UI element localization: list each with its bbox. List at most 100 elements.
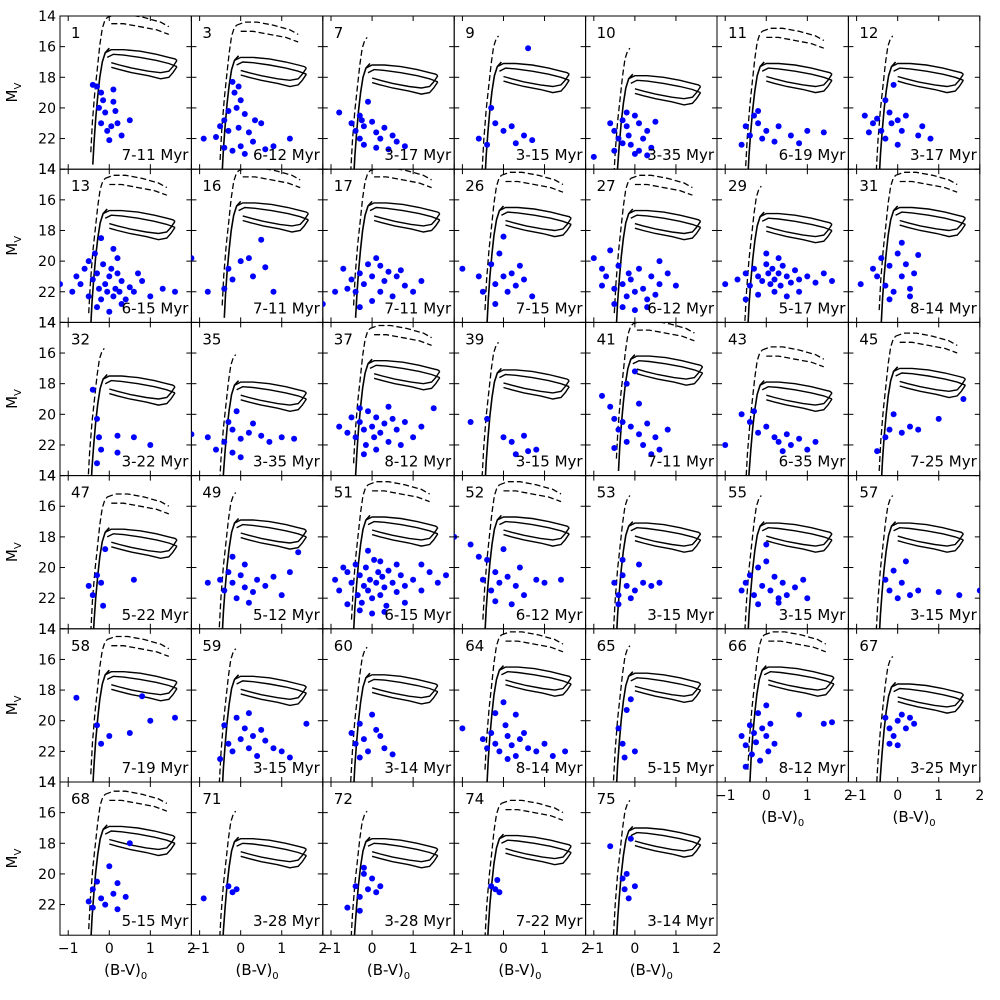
solid-isochrone-loop bbox=[236, 61, 307, 75]
star-point bbox=[640, 135, 647, 142]
star-point bbox=[488, 587, 495, 594]
star-point bbox=[738, 733, 745, 739]
solid-isochrone-loop bbox=[106, 53, 178, 68]
dashed-isochrone-loop bbox=[236, 21, 299, 35]
star-point bbox=[94, 415, 100, 422]
solid-isochrone-loop bbox=[371, 855, 439, 869]
solid-isochrone-loop bbox=[499, 834, 572, 847]
star-point bbox=[213, 446, 219, 453]
star-point bbox=[112, 285, 119, 292]
star-point bbox=[767, 281, 774, 288]
star-point bbox=[636, 120, 642, 127]
panel-id-label: 58 bbox=[71, 637, 90, 655]
dashed-isochrone bbox=[612, 799, 631, 936]
star-point bbox=[98, 579, 105, 586]
solid-isochrone-loop bbox=[897, 533, 964, 547]
panel-plot-area bbox=[336, 324, 441, 476]
star-point bbox=[611, 445, 618, 451]
star-point bbox=[623, 707, 630, 713]
solid-isochrone-loop bbox=[897, 79, 964, 94]
panel-plot-area bbox=[722, 185, 835, 323]
dashed-isochrone-loop bbox=[503, 490, 562, 503]
star-point bbox=[94, 878, 100, 885]
star-point bbox=[241, 584, 248, 591]
y-tick-label: 14 bbox=[38, 9, 56, 25]
solid-isochrone-loop bbox=[104, 671, 178, 683]
panel-51: 51 6-15 Myr bbox=[322, 475, 455, 630]
star-point bbox=[771, 740, 778, 747]
star-point bbox=[898, 429, 905, 436]
panel-57: 57 3-15 Myr bbox=[847, 475, 981, 630]
solid-isochrone-loop bbox=[240, 536, 307, 550]
solid-isochrone bbox=[90, 373, 108, 476]
star-point bbox=[742, 296, 749, 303]
panel-age-label: 3-17 Myr bbox=[910, 146, 978, 164]
star-point bbox=[631, 288, 638, 295]
solid-isochrone-loop bbox=[628, 209, 702, 222]
star-point bbox=[919, 123, 926, 130]
solid-isochrone-loop bbox=[893, 367, 966, 380]
panel-plot-area bbox=[85, 493, 178, 629]
panel-id-label: 49 bbox=[202, 484, 221, 502]
solid-isochrone-loop bbox=[369, 206, 441, 221]
panel-id-label: 47 bbox=[71, 484, 90, 502]
panel-plot-area bbox=[861, 35, 964, 170]
solid-isochrone-loop bbox=[891, 522, 964, 535]
star-point bbox=[360, 864, 367, 871]
star-point bbox=[106, 863, 113, 870]
dashed-isochrone bbox=[218, 492, 237, 628]
star-point bbox=[89, 386, 96, 393]
star-point bbox=[172, 714, 178, 721]
star-point bbox=[377, 262, 384, 269]
star-point bbox=[508, 601, 515, 608]
dashed-isochrone-loop bbox=[367, 481, 430, 495]
star-point bbox=[820, 720, 827, 727]
star-point bbox=[377, 288, 384, 295]
solid-isochrone-loop bbox=[236, 523, 307, 538]
star-point bbox=[221, 117, 228, 124]
y-tick-label: 20 bbox=[38, 561, 56, 577]
star-point bbox=[365, 748, 371, 755]
star-point bbox=[763, 541, 770, 548]
dashed-isochrone-loop bbox=[369, 324, 432, 339]
solid-isochrone-loop bbox=[365, 838, 439, 850]
solid-isochrone-loop bbox=[109, 392, 176, 406]
y-tick-label: 18 bbox=[38, 836, 56, 852]
star-point bbox=[237, 97, 244, 104]
panel-plot-area bbox=[857, 171, 966, 323]
star-point bbox=[237, 143, 244, 150]
solid-isochrone-loop bbox=[628, 827, 702, 840]
solid-isochrone bbox=[221, 55, 240, 170]
star-point bbox=[344, 429, 351, 436]
solid-isochrone-loop bbox=[102, 375, 176, 388]
dashed-isochrone-loop bbox=[501, 171, 564, 186]
star-point bbox=[98, 740, 105, 747]
star-point bbox=[771, 434, 778, 441]
star-point bbox=[85, 582, 92, 589]
star-point bbox=[894, 595, 901, 602]
star-point bbox=[221, 438, 228, 445]
solid-isochrone-loop bbox=[109, 842, 176, 857]
x-tick-label: 1 bbox=[277, 941, 286, 957]
solid-isochrone-loop bbox=[111, 66, 178, 80]
star-point bbox=[250, 273, 256, 280]
solid-isochrone bbox=[878, 61, 897, 170]
solid-isochrone-loop bbox=[634, 533, 702, 547]
star-point bbox=[356, 907, 363, 914]
star-point bbox=[898, 711, 905, 718]
solid-isochrone bbox=[484, 367, 502, 476]
star-point bbox=[381, 278, 388, 284]
star-point bbox=[221, 285, 228, 292]
panel-age-label: 6-15 Myr bbox=[122, 299, 190, 317]
dashed-isochrone bbox=[613, 177, 632, 314]
star-point bbox=[935, 589, 942, 595]
star-point bbox=[484, 141, 491, 148]
star-point bbox=[286, 135, 293, 142]
panel-plot-area bbox=[73, 635, 178, 782]
star-point bbox=[603, 273, 610, 280]
star-point bbox=[245, 745, 252, 752]
panel-id-label: 31 bbox=[859, 177, 878, 195]
star-point bbox=[492, 740, 499, 747]
solid-isochrone-loop bbox=[106, 533, 178, 547]
solid-isochrone-loop bbox=[891, 683, 964, 696]
